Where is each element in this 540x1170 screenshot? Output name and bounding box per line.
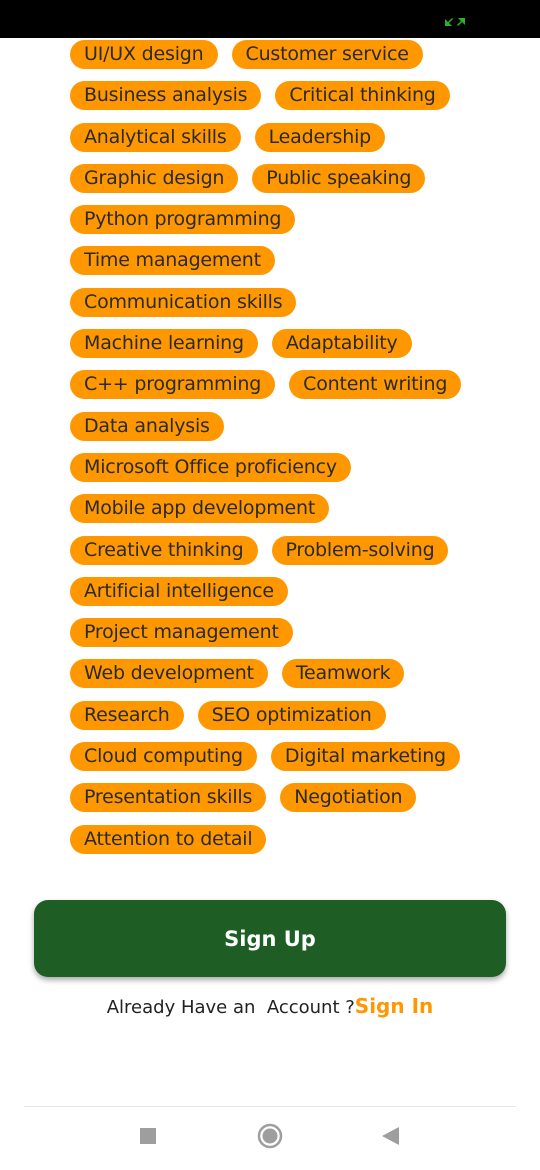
chip-row: Analytical skills Leadership: [70, 122, 470, 164]
skill-chip[interactable]: Research: [70, 700, 184, 730]
status-bar: [0, 0, 540, 38]
circle-home-icon[interactable]: [255, 1121, 285, 1151]
sign-in-prompt-text: Already Have an Account ?: [106, 997, 355, 1018]
chip-row: Microsoft Office proficiency: [70, 452, 470, 494]
chip-row: Presentation skills Negotiation: [70, 783, 470, 824]
nav-divider: [24, 1106, 516, 1107]
skill-chip[interactable]: Critical thinking: [275, 81, 450, 111]
chip-row: Cloud computing Digital marketing: [70, 742, 470, 783]
chip-row: Data analysis: [70, 411, 470, 453]
skill-chip[interactable]: Python programming: [70, 205, 296, 235]
sign-in-prompt-line: Already Have an Account ?Sign In: [0, 994, 540, 1018]
skill-chip[interactable]: Communication skills: [70, 287, 297, 317]
chip-row: Project management: [70, 618, 470, 659]
skill-chip[interactable]: Project management: [70, 618, 293, 648]
skill-chip[interactable]: Data analysis: [70, 411, 224, 441]
skill-chip[interactable]: Attention to detail: [70, 824, 267, 854]
chip-row: Python programming: [70, 205, 470, 246]
chip-row: Business analysis Critical thinking: [70, 81, 470, 122]
skill-chip[interactable]: Content writing: [289, 370, 462, 400]
skill-chip[interactable]: Business analysis: [70, 81, 262, 111]
sign-up-button[interactable]: Sign Up: [34, 900, 506, 977]
skill-chip[interactable]: Analytical skills: [70, 122, 241, 152]
skill-chip[interactable]: Customer service: [231, 40, 423, 69]
triangle-back-icon[interactable]: [375, 1121, 405, 1151]
skill-chip[interactable]: Time management: [70, 246, 275, 276]
chip-row: Web development Teamwork: [70, 659, 470, 700]
chip-row: Graphic design Public speaking: [70, 163, 470, 205]
square-recent-apps-icon[interactable]: [133, 1121, 163, 1151]
skill-chip[interactable]: Graphic design: [70, 163, 239, 193]
skills-chip-list: UI/UX design Customer service Business ana…: [70, 40, 470, 866]
skill-chip[interactable]: Microsoft Office proficiency: [70, 452, 351, 482]
chip-row: UI/UX design Customer service: [70, 40, 470, 81]
skill-chip[interactable]: Negotiation: [280, 783, 417, 813]
chip-row: Communication skills: [70, 287, 470, 329]
system-navigation-bar: [0, 1107, 540, 1170]
skill-chip[interactable]: Artificial intelligence: [70, 576, 288, 606]
skill-chip[interactable]: Web development: [70, 659, 268, 689]
skill-chip[interactable]: Cloud computing: [70, 742, 257, 772]
chip-row: Attention to detail: [70, 824, 470, 866]
chip-row: Machine learning Adaptability: [70, 329, 470, 370]
chip-row: Research SEO optimization: [70, 700, 470, 742]
skill-chip[interactable]: Leadership: [254, 122, 386, 152]
skill-chip[interactable]: Creative thinking: [70, 535, 258, 565]
skill-chip[interactable]: C++ programming: [70, 370, 276, 400]
screen-expand-icon: [445, 18, 465, 26]
skill-chip[interactable]: Mobile app development: [70, 494, 330, 524]
chip-row: Time management: [70, 246, 470, 287]
skill-chip[interactable]: Machine learning: [70, 329, 258, 359]
skill-chip[interactable]: Presentation skills: [70, 783, 267, 813]
skill-chip[interactable]: Problem-solving: [271, 535, 449, 565]
chip-row: Creative thinking Problem-solving: [70, 535, 470, 577]
skill-chip[interactable]: Adaptability: [271, 329, 412, 359]
skill-chip[interactable]: Teamwork: [281, 659, 405, 689]
sign-up-label: Sign Up: [224, 926, 316, 951]
sign-in-link[interactable]: Sign In: [354, 994, 434, 1018]
skill-chip[interactable]: Public speaking: [252, 163, 426, 193]
chip-row: Mobile app development: [70, 494, 470, 535]
skill-chip[interactable]: SEO optimization: [197, 700, 386, 730]
chip-row: Artificial intelligence: [70, 576, 470, 618]
chip-row: C++ programming Content writing: [70, 370, 470, 411]
skill-chip[interactable]: UI/UX design: [70, 40, 218, 69]
skill-chip[interactable]: Digital marketing: [270, 742, 460, 772]
